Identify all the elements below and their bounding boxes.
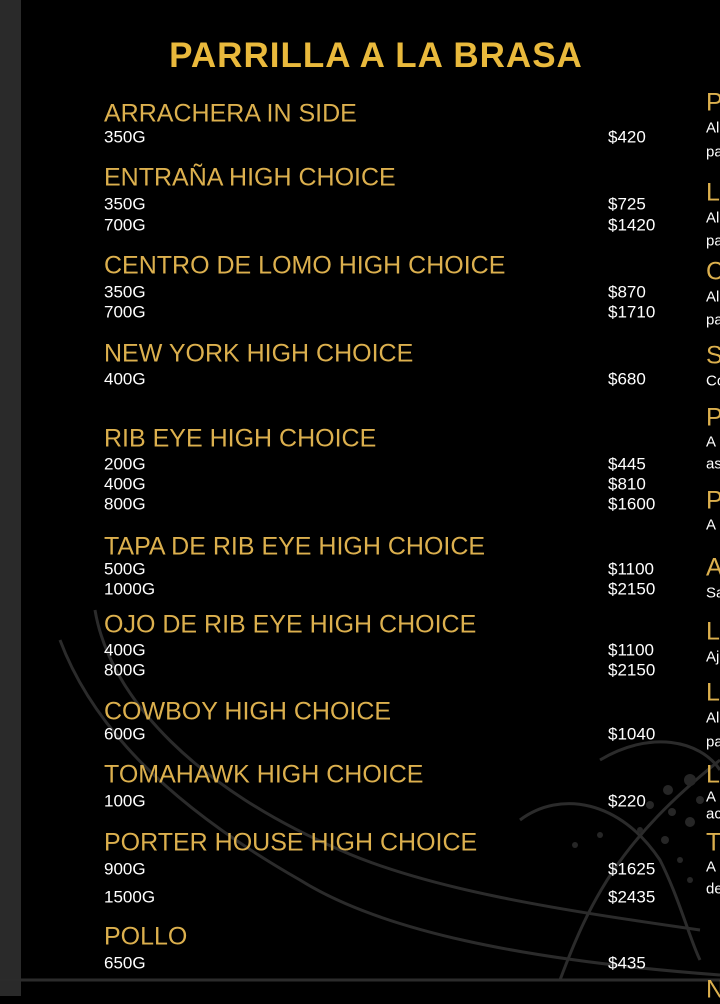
menu-item-name: ARRACHERA IN SIDE [104, 99, 357, 128]
right-item-heading: P [706, 88, 720, 117]
right-item-description: pa [706, 733, 720, 751]
right-item-description: Al [706, 209, 720, 227]
right-item-description: Al [706, 119, 720, 137]
menu-item-weight: 1000G [104, 579, 156, 599]
menu-item-price: $725 [608, 194, 646, 214]
menu-item-weight: 400G [104, 474, 146, 494]
menu-item-price: $1710 [608, 302, 656, 322]
right-item-description: de [706, 880, 720, 898]
menu-item-weight: 350G [104, 127, 146, 147]
menu-item-weight: 400G [104, 640, 146, 660]
menu-item-price: $1600 [608, 494, 656, 514]
menu-item-name: PORTER HOUSE HIGH CHOICE [104, 828, 478, 857]
menu-item-weight: 800G [104, 660, 146, 680]
menu-item-weight: 800G [104, 494, 146, 514]
menu-item-price: $1625 [608, 859, 656, 879]
menu-item-name: NEW YORK HIGH CHOICE [104, 339, 414, 368]
right-item-description: pa [706, 143, 720, 161]
menu-item-price: $810 [608, 474, 646, 494]
right-item-description: A [706, 433, 717, 451]
right-item-heading: L [706, 617, 720, 646]
page-title: PARRILLA A LA BRASA [169, 36, 583, 75]
right-item-description: pa [706, 232, 720, 250]
right-item-description: A [706, 516, 717, 534]
menu-item-price: $435 [608, 953, 646, 973]
menu-item-weight: 350G [104, 194, 146, 214]
right-item-description: ac [706, 805, 720, 823]
menu-item-price: $1420 [608, 215, 656, 235]
menu-item-name: TAPA DE RIB EYE HIGH CHOICE [104, 532, 486, 561]
right-item-heading: A [706, 553, 720, 582]
menu-item-price: $2435 [608, 887, 656, 907]
menu-item-price: $680 [608, 369, 646, 389]
menu-item-name: COWBOY HIGH CHOICE [104, 697, 392, 726]
menu-item-weight: 200G [104, 454, 146, 474]
right-item-heading: P [706, 486, 720, 515]
right-item-description: Al [706, 709, 720, 727]
menu-item-price: $870 [608, 282, 646, 302]
menu-item-weight: 400G [104, 369, 146, 389]
right-item-description: pa [706, 311, 720, 329]
right-item-description: Co [706, 372, 720, 390]
right-item-description: A [706, 858, 717, 876]
menu-item-name: ENTRAÑA HIGH CHOICE [104, 163, 396, 192]
right-item-heading: C [706, 257, 720, 286]
menu-item-name: RIB EYE HIGH CHOICE [104, 424, 377, 453]
menu-item-weight: 650G [104, 953, 146, 973]
menu-item-name: TOMAHAWK HIGH CHOICE [104, 760, 424, 789]
menu-item-price: $2150 [608, 579, 656, 599]
menu-item-weight: 1500G [104, 887, 156, 907]
right-item-description: Sa [706, 584, 720, 602]
menu-item-weight: 900G [104, 859, 146, 879]
right-item-heading: N [706, 975, 720, 1004]
right-item-heading: S [706, 341, 720, 370]
menu-item-weight: 700G [104, 302, 146, 322]
menu-item-weight: 700G [104, 215, 146, 235]
right-item-heading: L [706, 178, 720, 207]
menu-item-price: $220 [608, 791, 646, 811]
right-item-heading: L [706, 760, 720, 789]
right-item-heading: L [706, 678, 720, 707]
right-item-description: A [706, 788, 717, 806]
right-item-heading: T [706, 828, 720, 857]
menu-item-price: $1040 [608, 724, 656, 744]
menu-item-name: POLLO [104, 922, 188, 951]
menu-item-price: $420 [608, 127, 646, 147]
menu-item-price: $2150 [608, 660, 656, 680]
right-item-heading: P [706, 403, 720, 432]
right-item-description: Aj [706, 648, 720, 666]
menu-item-weight: 350G [104, 282, 146, 302]
left-edge-strip [0, 0, 21, 996]
menu-item-name: CENTRO DE LOMO HIGH CHOICE [104, 251, 506, 280]
menu-item-price: $1100 [608, 640, 655, 660]
menu-item-price: $1100 [608, 559, 655, 579]
menu-item-weight: 500G [104, 559, 146, 579]
menu-item-name: OJO DE RIB EYE HIGH CHOICE [104, 610, 477, 639]
right-item-description: as [706, 455, 720, 473]
menu-item-weight: 600G [104, 724, 146, 744]
menu-item-price: $445 [608, 454, 646, 474]
right-item-description: Al [706, 288, 720, 306]
menu-item-weight: 100G [104, 791, 146, 811]
